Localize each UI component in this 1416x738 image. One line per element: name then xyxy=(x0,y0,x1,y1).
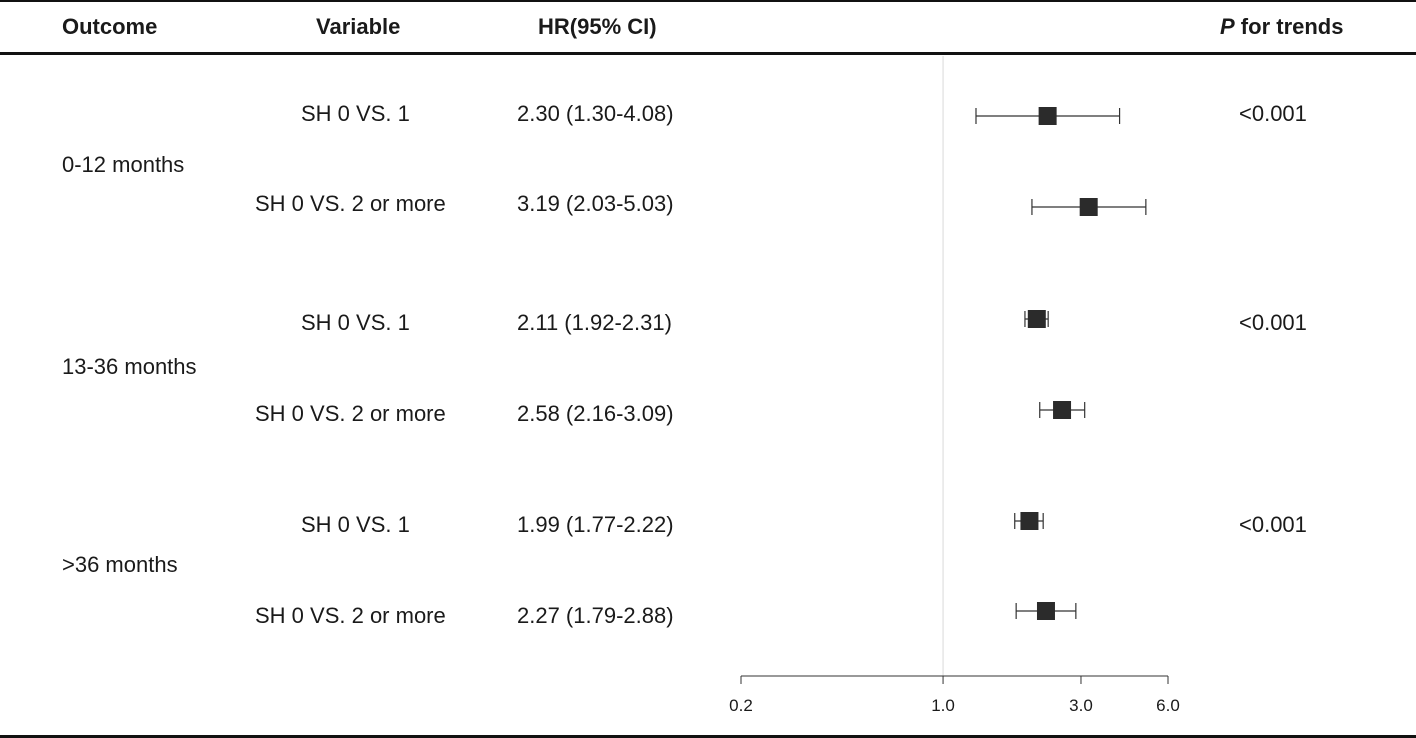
table-bottom-rule xyxy=(0,735,1416,738)
variable-cell: SH 0 VS. 2 or more xyxy=(255,603,446,628)
hr-cell: 1.99 (1.77-2.22) xyxy=(517,512,674,537)
variable-cell: SH 0 VS. 2 or more xyxy=(255,191,446,216)
p-value-cell: <0.001 xyxy=(1239,512,1307,537)
hr-cell: 3.19 (2.03-5.03) xyxy=(517,191,674,216)
hr-cell: 2.11 (1.92-2.31) xyxy=(517,310,672,335)
variable-cell: SH 0 VS. 1 xyxy=(301,512,410,537)
hr-point-marker xyxy=(1079,198,1098,216)
x-tick-label: 3.0 xyxy=(1069,696,1093,715)
hr-point-marker xyxy=(1027,310,1046,328)
hr-cell: 2.58 (2.16-3.09) xyxy=(517,401,674,426)
p-value-cell: <0.001 xyxy=(1239,101,1307,126)
variable-cell: SH 0 VS. 1 xyxy=(301,101,410,126)
hr-cell: 2.30 (1.30-4.08) xyxy=(517,101,674,126)
p-value-cell: <0.001 xyxy=(1239,310,1307,335)
header-hr: HR(95% CI) xyxy=(538,14,657,39)
x-tick-label: 1.0 xyxy=(931,696,955,715)
x-tick-label: 0.2 xyxy=(729,696,753,715)
header-p-italic: P xyxy=(1220,14,1235,39)
group-label: 0-12 months xyxy=(62,152,185,177)
hr-point-marker xyxy=(1053,401,1072,419)
hr-cell: 2.27 (1.79-2.88) xyxy=(517,603,674,628)
group-label: >36 months xyxy=(62,552,178,577)
table-top-rule xyxy=(0,0,1416,2)
x-tick-label: 6.0 xyxy=(1156,696,1180,715)
header-bottom-rule xyxy=(0,52,1416,55)
header-variable: Variable xyxy=(316,14,401,39)
header-outcome: Outcome xyxy=(62,14,158,39)
variable-cell: SH 0 VS. 2 or more xyxy=(255,401,446,426)
group-label: 13-36 months xyxy=(62,354,197,379)
header-p-for-trends: P for trends xyxy=(1220,16,1343,38)
variable-cell: SH 0 VS. 1 xyxy=(301,310,410,335)
header-p-rest: for trends xyxy=(1234,14,1344,39)
hr-point-marker xyxy=(1020,512,1039,530)
hr-point-marker xyxy=(1038,107,1057,125)
hr-point-marker xyxy=(1036,602,1055,620)
